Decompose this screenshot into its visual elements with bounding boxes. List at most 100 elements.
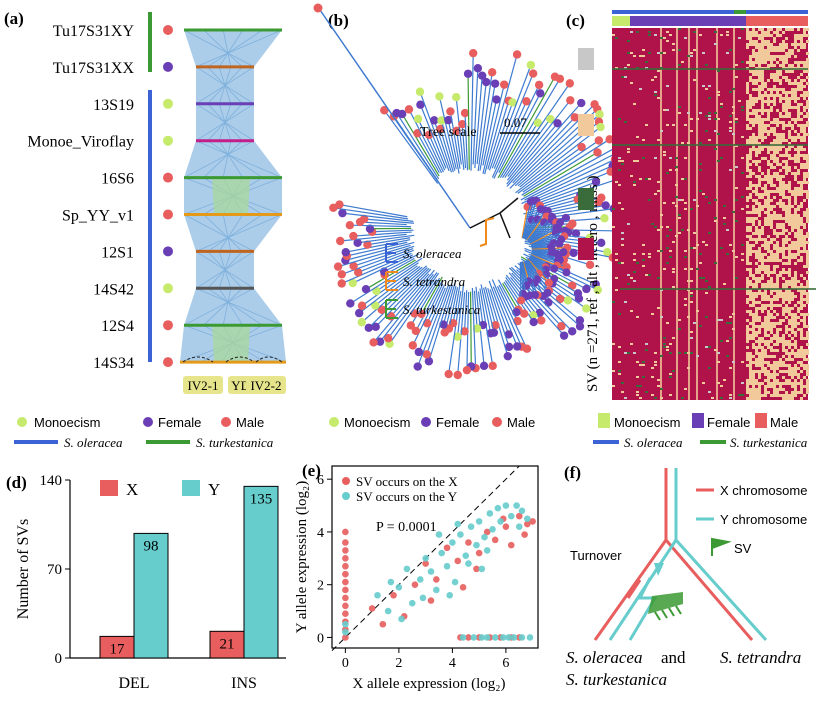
- heatmap-cell: [800, 328, 803, 331]
- heatmap-cell: [806, 388, 809, 391]
- heatmap-cell: [797, 103, 800, 106]
- heatmap-cell: [773, 64, 776, 67]
- heatmap-cell: [776, 223, 779, 226]
- synteny-link: [218, 140, 244, 178]
- heatmap-cell: [770, 238, 773, 241]
- heatmap-cell: [752, 70, 755, 73]
- heatmap-cell: [699, 163, 702, 165]
- heatmap-cell: [794, 154, 797, 157]
- heatmap-cell: [690, 247, 693, 249]
- heatmap-cell: [749, 280, 752, 283]
- panel-c-label: (c): [566, 11, 585, 30]
- heatmap-cell: [749, 103, 752, 106]
- heatmap-cell: [797, 253, 800, 256]
- heatmap-cell: [803, 265, 806, 268]
- heatmap-cell: [681, 178, 684, 180]
- synteny-ribbons: [179, 29, 287, 363]
- heatmap-cell: [746, 301, 749, 304]
- heatmap-cell: [794, 379, 797, 382]
- heatmap-axis-label: SV (n =271, ref , alt , hetero , miss ): [585, 176, 601, 392]
- heatmap-cell: [782, 394, 785, 397]
- heatmap-cell: [791, 358, 794, 361]
- heatmap-cell: [690, 295, 693, 297]
- heatmap-cell: [794, 232, 797, 235]
- heatmap-cell: [746, 106, 749, 109]
- sex-dot: [163, 209, 173, 220]
- heatmap-cell: [767, 40, 770, 43]
- heatmap-cell: [776, 172, 779, 175]
- heatmap-cell: [785, 58, 788, 61]
- heatmap-cell: [761, 118, 764, 121]
- heatmap-cell: [788, 370, 791, 373]
- point-x: [491, 536, 499, 544]
- point-x: [342, 578, 349, 586]
- tree-branch: [517, 146, 582, 194]
- heatmap-cell: [684, 250, 687, 252]
- tree-branch: [361, 265, 418, 307]
- point-y: [473, 541, 480, 549]
- heatmap-cell: [723, 205, 726, 207]
- heatmap-cell: [791, 244, 794, 247]
- heatmap-cell: [776, 253, 779, 256]
- heatmap-cell: [761, 52, 764, 55]
- heatmap-cell: [785, 238, 788, 241]
- heatmap-cell: [642, 361, 645, 363]
- heatmap-cell: [773, 49, 776, 52]
- heatmap-row: [620, 288, 816, 290]
- heatmap-cell: [788, 301, 791, 304]
- tree-branch: [471, 287, 477, 369]
- heatmap-cell: [779, 388, 782, 391]
- heatmap-cell: [741, 361, 744, 363]
- heatmap-cell: [788, 91, 791, 94]
- heatmap-cell: [770, 307, 773, 310]
- heatmap-cell: [612, 343, 615, 345]
- heatmap-cell: [746, 187, 749, 190]
- heatmap-cell: [779, 49, 782, 52]
- heatmap-cell: [794, 364, 797, 367]
- heatmap-cell: [761, 394, 764, 397]
- heatmap-cell: [773, 229, 776, 232]
- tree-branch: [352, 254, 414, 284]
- heatmap-cell: [803, 247, 806, 250]
- heatmap-cell: [767, 298, 770, 301]
- heatmap-cell: [758, 397, 761, 400]
- synteny-link: [183, 29, 255, 68]
- heatmap-cell: [758, 28, 761, 31]
- point-x: [427, 597, 435, 604]
- heatmap-cell: [785, 214, 788, 217]
- genome-label: Monoe_Viroflay: [27, 134, 134, 151]
- tip-marker: [446, 107, 455, 116]
- heatmap-cell: [785, 187, 788, 190]
- heatmap-cell: [633, 271, 636, 273]
- heatmap-cell: [764, 244, 767, 247]
- heatmap-cell: [767, 52, 770, 55]
- heatmap-cell: [806, 301, 809, 304]
- heatmap-cell: [761, 103, 764, 106]
- heatmap-cell: [764, 331, 767, 334]
- heatmap-cell: [746, 115, 749, 118]
- heatmap-cell: [761, 85, 764, 88]
- heatmap-cell: [797, 193, 800, 196]
- heatmap-cell: [800, 364, 803, 367]
- point-y: [459, 634, 467, 641]
- heatmap-cell: [797, 160, 800, 163]
- heatmap-cell: [779, 145, 782, 148]
- heatmap-cell: [785, 247, 788, 250]
- tip-marker: [577, 142, 586, 152]
- heatmap-cell: [773, 172, 776, 175]
- heatmap-cell: [746, 31, 749, 34]
- heatmap-cell: [797, 190, 800, 193]
- tip-marker: [369, 338, 378, 347]
- heatmap-cell: [761, 88, 764, 91]
- heatmap-cell: [764, 391, 767, 394]
- heatmap-cell: [669, 229, 672, 231]
- heatmap-cell: [800, 385, 803, 388]
- heatmap-cell: [755, 352, 758, 355]
- synteny-link: [218, 29, 244, 68]
- heatmap-cell: [776, 46, 779, 49]
- heatmap-cell: [803, 97, 806, 100]
- heatmap-cell: [773, 157, 776, 160]
- heatmap-cell: [782, 91, 785, 94]
- tree-branch: [484, 286, 497, 326]
- tip-marker: [406, 321, 416, 330]
